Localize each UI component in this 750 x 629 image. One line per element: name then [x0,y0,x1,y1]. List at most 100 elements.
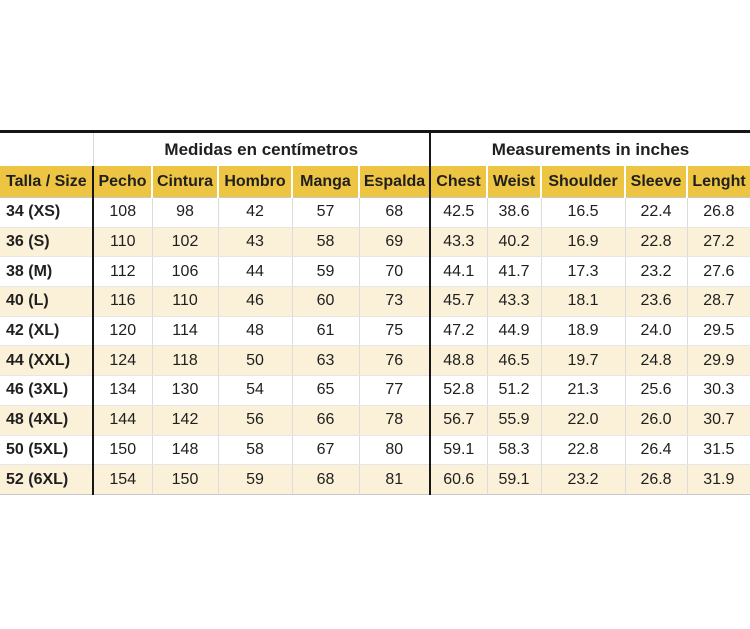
row-label: 40 (L) [0,286,94,317]
data-cell: 24.0 [625,316,688,347]
data-cell: 38.6 [487,197,542,228]
table-row: 52 (6XL) 154 150 59 68 81 60.6 59.1 23.2 26.8 31.9 [0,464,750,495]
data-cell: 46 [218,286,293,317]
data-cell: 26.8 [625,464,688,495]
column-header-pecho: Pecho [93,166,153,198]
data-cell: 22.0 [541,405,626,436]
data-cell: 45.7 [430,286,488,317]
data-cell: 56.7 [430,405,488,436]
data-cell: 22.8 [625,227,688,258]
data-cell: 31.5 [687,435,750,466]
row-label: 50 (5XL) [0,435,94,466]
data-cell: 59 [218,464,293,495]
data-cell: 98 [152,197,219,228]
data-cell: 60 [292,286,360,317]
data-cell: 18.9 [541,316,626,347]
column-header-chest: Chest [430,166,489,198]
data-cell: 43.3 [487,286,542,317]
data-cell: 144 [93,405,153,436]
data-cell: 66 [292,405,360,436]
data-cell: 56 [218,405,293,436]
table-row: 42 (XL) 120 114 48 61 75 47.2 44.9 18.9 24.0 29.5 [0,316,750,347]
data-cell: 73 [359,286,432,317]
data-cell: 43.3 [430,227,488,258]
data-cell: 42 [218,197,293,228]
data-cell: 78 [359,405,432,436]
data-cell: 154 [93,464,153,495]
data-cell: 65 [292,375,360,406]
column-header-manga: Manga [292,166,360,198]
data-cell: 54 [218,375,293,406]
data-cell: 26.4 [625,435,688,466]
data-cell: 25.6 [625,375,688,406]
table-body: 34 (XS) 108 98 42 57 68 42.5 38.6 16.5 22.4 26.8 36… [0,197,750,495]
table-row: 40 (L) 116 110 46 60 73 45.7 43.3 18.1 23.6 28.7 [0,286,750,317]
column-header-talla-size: Talla / Size [0,166,94,198]
column-header-shoulder: Shoulder [541,166,627,198]
data-cell: 23.2 [541,464,626,495]
data-cell: 69 [359,227,432,258]
data-cell: 44.1 [430,256,488,288]
data-cell: 26.8 [687,197,750,228]
data-cell: 58 [218,435,293,466]
data-cell: 40.2 [487,227,542,258]
table-row: 46 (3XL) 134 130 54 65 77 52.8 51.2 21.3 25.6 30.3 [0,375,750,406]
data-cell: 41.7 [487,256,542,288]
data-cell: 17.3 [541,256,626,288]
data-cell: 58.3 [487,435,542,466]
data-cell: 44.9 [487,316,542,347]
row-label: 44 (XXL) [0,345,94,377]
size-chart-table: Medidas en centímetros Measurements in i… [0,133,750,495]
data-cell: 68 [292,464,360,495]
row-label: 48 (4XL) [0,405,94,436]
row-label: 34 (XS) [0,197,94,228]
group-header-centimeters: Medidas en centímetros [93,133,432,166]
data-cell: 50 [218,345,293,377]
data-cell: 59.1 [430,435,488,466]
data-cell: 75 [359,316,432,347]
row-label: 42 (XL) [0,316,94,347]
data-cell: 76 [359,345,432,377]
data-cell: 44 [218,256,293,288]
data-cell: 80 [359,435,432,466]
data-cell: 57 [292,197,360,228]
data-cell: 29.9 [687,345,750,377]
data-cell: 118 [152,345,219,377]
row-label: 38 (M) [0,256,94,288]
column-header-cintura: Cintura [152,166,219,198]
data-cell: 43 [218,227,293,258]
data-cell: 67 [292,435,360,466]
data-cell: 46.5 [487,345,542,377]
data-cell: 102 [152,227,219,258]
column-header-sleeve: Sleeve [625,166,689,198]
data-cell: 130 [152,375,219,406]
data-cell: 116 [93,286,153,317]
data-cell: 110 [93,227,153,258]
table-row: 34 (XS) 108 98 42 57 68 42.5 38.6 16.5 22.4 26.8 [0,197,750,228]
table-row: 38 (M) 112 106 44 59 70 44.1 41.7 17.3 23.2 27.6 [0,256,750,288]
data-cell: 31.9 [687,464,750,495]
data-cell: 42.5 [430,197,488,228]
column-header-weist: Weist [487,166,543,198]
data-cell: 63 [292,345,360,377]
data-cell: 28.7 [687,286,750,317]
data-cell: 30.3 [687,375,750,406]
row-label: 36 (S) [0,227,94,258]
table-row: 36 (S) 110 102 43 58 69 43.3 40.2 16.9 22.8 27.2 [0,227,750,258]
data-cell: 106 [152,256,219,288]
data-cell: 59.1 [487,464,542,495]
size-chart-table-wrapper: Medidas en centímetros Measurements in i… [0,130,750,495]
table-row: 44 (XXL) 124 118 50 63 76 48.8 46.5 19.7 24.8 29.9 [0,345,750,377]
data-cell: 120 [93,316,153,347]
data-cell: 148 [152,435,219,466]
data-cell: 30.7 [687,405,750,436]
table-group-header-row: Medidas en centímetros Measurements in i… [0,133,750,166]
group-header-inches: Measurements in inches [430,133,750,166]
data-cell: 142 [152,405,219,436]
data-cell: 24.8 [625,345,688,377]
data-cell: 29.5 [687,316,750,347]
data-cell: 60.6 [430,464,488,495]
corner-cell [0,133,94,166]
data-cell: 22.4 [625,197,688,228]
